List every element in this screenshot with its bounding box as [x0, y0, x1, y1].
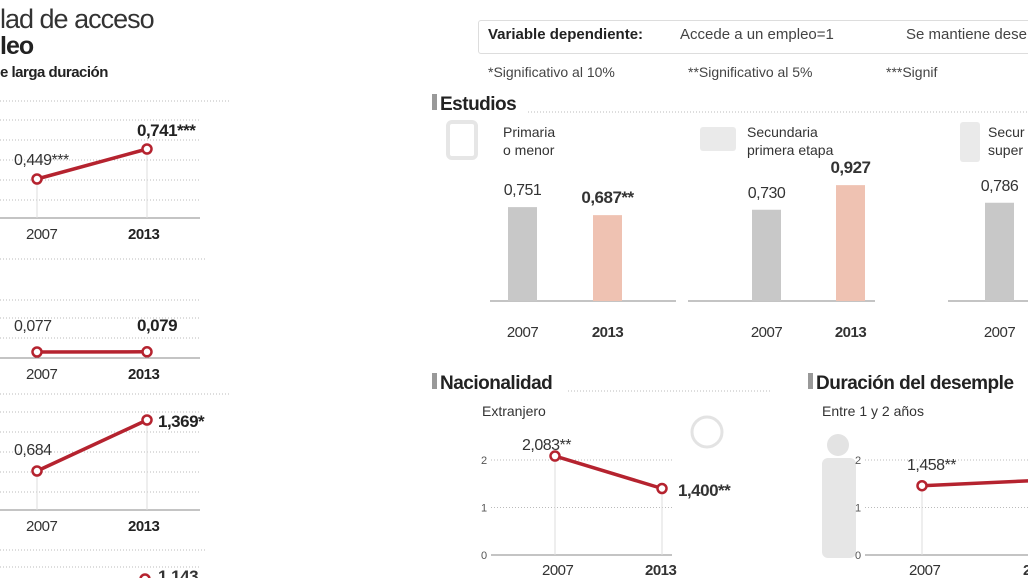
legend-option-b: Se mantiene dese: [906, 26, 1027, 43]
data-point-2007: [916, 479, 928, 492]
x-tick-2013: 2013: [645, 562, 677, 578]
x-tick-2013: 20: [1023, 562, 1028, 578]
series-line: [921, 479, 1028, 488]
y-tick: 0: [481, 550, 487, 562]
legend-label: Variable dependiente:: [488, 26, 644, 43]
footnote-1: ***Signif: [886, 64, 938, 80]
data-point-2013: [141, 143, 153, 155]
data-point-2013: [141, 346, 153, 358]
x-tick-2013: 2013: [592, 324, 624, 341]
bar-value-label: 0,730: [748, 185, 786, 202]
y-tick: 2: [855, 455, 861, 467]
book-icon: [960, 122, 980, 162]
data-label-2013: 0,741***: [137, 121, 196, 140]
data-point-2007: [549, 450, 561, 462]
x-tick-2013: 2013: [128, 226, 160, 243]
document-icon: [446, 120, 478, 160]
footnote-5: **Significativo al 5%: [688, 64, 813, 80]
data-label-2007: 0,449***: [14, 152, 69, 169]
data-label-2013: 1,143: [158, 567, 198, 578]
data-label-2007: 0,684: [14, 442, 52, 459]
data-label-2013: 1,369*: [158, 412, 205, 431]
data-label-2007: 0,077: [14, 318, 52, 335]
data-label-2013: 0,079: [137, 316, 177, 335]
x-tick-2013: 2013: [128, 366, 160, 383]
globe-icon: [690, 415, 724, 449]
section-nacionalidad-title: Nacionalidad: [432, 373, 553, 395]
y-tick: 1: [481, 503, 487, 515]
data-point-2007: [31, 346, 43, 358]
data-point-2013: [141, 414, 153, 426]
data-point-2007: [31, 173, 43, 185]
x-tick-2007: 2007: [909, 562, 941, 578]
bar-2007: [752, 209, 781, 301]
series-line: [36, 418, 148, 473]
group-label-primaria: Primaria o menor: [503, 124, 556, 158]
x-tick-2007: 2007: [26, 226, 58, 243]
y-tick: 2: [481, 455, 487, 467]
duracion-subtitle: Entre 1 y 2 años: [822, 403, 924, 419]
footnote-10: *Significativo al 10%: [488, 64, 615, 80]
x-tick-2013: 2013: [835, 324, 867, 341]
data-label-2013: 1,400**: [678, 481, 731, 500]
data-point-2013: [139, 573, 151, 578]
subtitle: e larga duración: [0, 64, 108, 81]
x-tick-2007: 2007: [507, 324, 539, 341]
x-tick-2007: 2007: [26, 518, 58, 535]
x-tick-2007: 2007: [542, 562, 574, 578]
data-point-2007: [31, 465, 43, 477]
x-tick-2007: 2007: [26, 366, 58, 383]
group-label-secundaria-1: Secundaria primera etapa: [747, 124, 834, 158]
worker-icon: [827, 434, 849, 456]
y-tick: 0: [855, 550, 861, 562]
bar-value-label: 0,786: [981, 178, 1019, 195]
legend-box: [478, 20, 1028, 54]
y-tick: 1: [855, 503, 861, 515]
x-tick-2007: 2007: [984, 324, 1016, 341]
nacionalidad-subtitle: Extranjero: [482, 403, 546, 419]
briefcase-icon: [700, 127, 736, 151]
section-duracion-title: Duración del desemple: [808, 373, 1014, 395]
group-label-secundaria-2: Secur super: [988, 124, 1025, 158]
series-line: [36, 147, 148, 181]
data-label-2007: 1,458**: [907, 457, 956, 474]
section-estudios-title: Estudios: [432, 94, 517, 116]
x-tick-2013: 2013: [128, 518, 160, 535]
legend-option-a: Accede a un empleo=1: [680, 26, 834, 43]
data-point-2013: [656, 482, 668, 495]
title-line-1: lad de acceso: [0, 4, 155, 34]
bar-value-label: 0,927: [830, 158, 870, 177]
x-tick-2007: 2007: [751, 324, 783, 341]
bar-2013: [593, 215, 622, 301]
data-label-2007: 2,083**: [522, 437, 571, 454]
title-line-2: leo: [0, 32, 34, 60]
bar-2007: [985, 202, 1014, 301]
series-line: [554, 454, 663, 491]
worker-icon-body: [822, 458, 856, 558]
bar-value-label: 0,751: [504, 182, 542, 199]
bar-2013: [836, 185, 865, 301]
bar-2007: [508, 207, 537, 301]
bar-value-label: 0,687**: [581, 188, 634, 207]
